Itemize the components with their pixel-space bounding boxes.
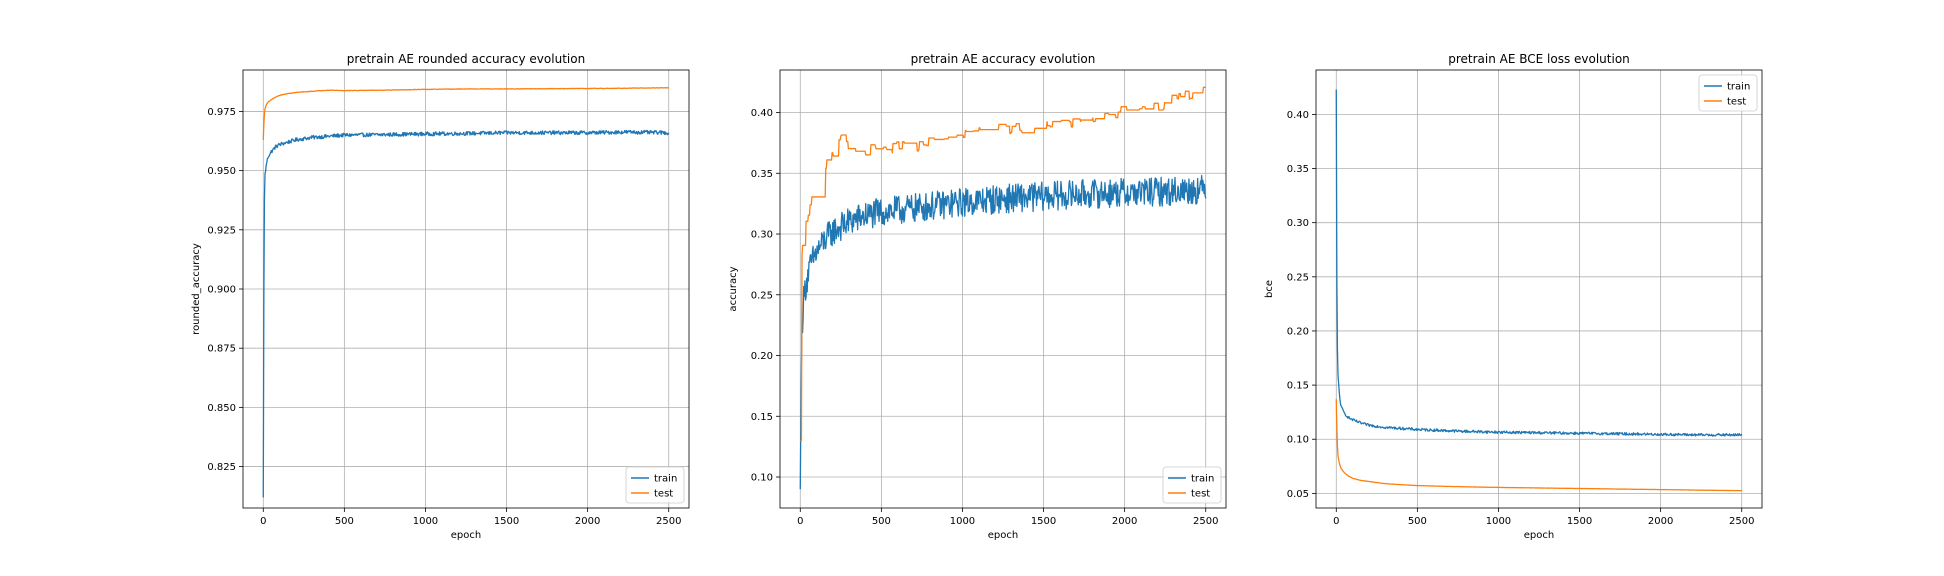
x-tick-label: 2500 — [1193, 516, 1218, 527]
series-line-test — [800, 86, 1206, 442]
x-tick-label: 500 — [872, 516, 891, 527]
x-tick-label: 1000 — [413, 516, 438, 527]
x-axis-label: epoch — [451, 530, 481, 541]
axes-frame — [1315, 69, 1763, 509]
x-tick-label: 1500 — [494, 516, 519, 527]
chart-panel-1: 0 500 1000 1500 2000 2500 0.825 0.850 0.875 0.900… — [191, 52, 690, 541]
x-tick-label: 2000 — [1648, 516, 1673, 527]
x-tick-label: 1000 — [950, 516, 975, 527]
x-axis-label: epoch — [1524, 530, 1554, 541]
x-tick-label: 2500 — [1729, 516, 1754, 527]
legend: train test — [1698, 74, 1758, 112]
chart-panel-3: 0 500 1000 1500 2000 2500 0.05 0.10 0.15 0.20 0.25… — [1264, 52, 1763, 541]
x-tick-label: 2000 — [575, 516, 600, 527]
x-tick-label: 1500 — [1567, 516, 1592, 527]
legend-label-test: test — [1727, 97, 1746, 108]
x-tick-label: 1500 — [1031, 516, 1056, 527]
legend-label-train: train — [1191, 474, 1214, 485]
series-line-train — [262, 129, 670, 498]
y-tick-label: 0.20 — [1287, 326, 1309, 337]
y-axis-label: rounded_accuracy — [191, 243, 202, 335]
y-axis-label: bce — [1264, 280, 1275, 298]
x-tick-label: 0 — [1333, 516, 1339, 527]
axes-frame — [779, 69, 1227, 509]
x-tick-label: 1000 — [1486, 516, 1511, 527]
y-tick-label: 0.05 — [1287, 489, 1309, 500]
y-tick-label: 0.925 — [207, 225, 236, 236]
y-tick-label: 0.950 — [207, 166, 236, 177]
y-tick-label: 0.850 — [207, 403, 236, 414]
x-tick-label: 500 — [335, 516, 354, 527]
legend-label-test: test — [1191, 489, 1210, 500]
chart-panel-2: 0 500 1000 1500 2000 2500 0.10 0.15 0.20 0.25 0.30… — [728, 52, 1227, 541]
x-tick-label: 0 — [797, 516, 803, 527]
series-line-test — [1335, 399, 1742, 492]
series-line-train — [1335, 89, 1743, 437]
y-tick-label: 0.30 — [1287, 218, 1309, 229]
legend-label-test: test — [654, 489, 673, 500]
y-tick-label: 0.10 — [1287, 435, 1309, 446]
y-tick-label: 0.25 — [751, 290, 773, 301]
legend-label-train: train — [654, 474, 677, 485]
y-tick-label: 0.20 — [751, 351, 773, 362]
legend-box — [1162, 466, 1222, 504]
chart-title: pretrain AE accuracy evolution — [911, 52, 1096, 66]
legend-box — [625, 466, 685, 504]
y-tick-label: 0.40 — [1287, 110, 1309, 121]
series-line-test — [262, 86, 669, 140]
chart-title: pretrain AE rounded accuracy evolution — [347, 52, 585, 66]
legend: train test — [625, 466, 685, 504]
x-axis-label: epoch — [988, 530, 1018, 541]
x-tick-label: 500 — [1408, 516, 1427, 527]
y-tick-label: 0.975 — [207, 107, 236, 118]
y-tick-label: 0.35 — [751, 169, 773, 180]
y-tick-label: 0.15 — [1287, 381, 1309, 392]
x-tick-label: 2000 — [1112, 516, 1137, 527]
y-tick-label: 0.900 — [207, 285, 236, 296]
y-tick-label: 0.25 — [1287, 272, 1309, 283]
y-tick-label: 0.875 — [207, 344, 236, 355]
y-tick-label: 0.30 — [751, 230, 773, 241]
y-tick-label: 0.15 — [751, 412, 773, 423]
y-axis-label: accuracy — [728, 266, 739, 311]
legend-label-train: train — [1727, 82, 1750, 93]
legend: train test — [1162, 466, 1222, 504]
y-tick-label: 0.10 — [751, 473, 773, 484]
y-tick-label: 0.35 — [1287, 164, 1309, 175]
y-tick-label: 0.40 — [751, 108, 773, 119]
legend-box — [1698, 74, 1758, 112]
y-tick-label: 0.825 — [207, 462, 236, 473]
chart-title: pretrain AE BCE loss evolution — [1448, 52, 1630, 66]
series-line-train — [799, 174, 1207, 490]
x-tick-label: 0 — [260, 516, 266, 527]
x-tick-label: 2500 — [656, 516, 681, 527]
axes-frame — [242, 69, 690, 509]
